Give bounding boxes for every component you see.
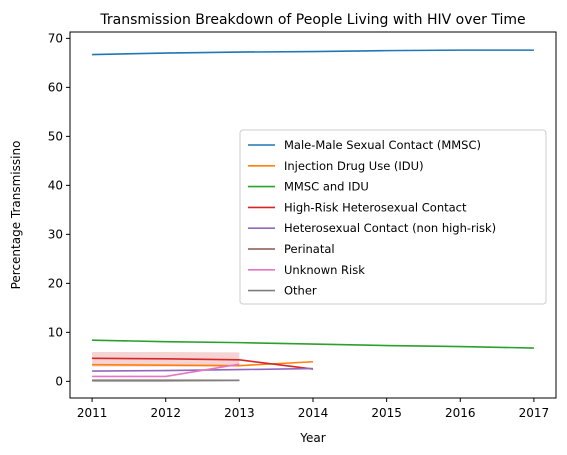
legend-label-other: Other bbox=[284, 284, 317, 298]
series-line-high-risk-heterosexual-contact bbox=[92, 357, 314, 370]
x-axis-ticks: 2011 2012 2013 2014 2015 2016 2017 bbox=[77, 398, 549, 420]
legend-label-mmsc-and-idu: MMSC and IDU bbox=[284, 180, 369, 194]
legend-label-perinatal: Perinatal bbox=[284, 242, 335, 256]
legend-box bbox=[239, 129, 547, 305]
x-tick-label: 2017 bbox=[519, 406, 550, 420]
legend: Male-Male Sexual Contact (MMSC) Injection… bbox=[239, 129, 547, 305]
chart-title: Transmission Breakdown of People Living … bbox=[99, 12, 525, 28]
legend-label-injection-drug-use-idu: Injection Drug Use (IDU) bbox=[284, 159, 424, 173]
y-tick-label: 50 bbox=[48, 129, 63, 143]
x-tick-label: 2012 bbox=[150, 406, 181, 420]
legend-label-unknown-risk: Unknown Risk bbox=[284, 263, 365, 277]
y-tick-label: 20 bbox=[48, 276, 63, 290]
series-lines bbox=[92, 49, 534, 382]
y-tick-label: 70 bbox=[48, 31, 63, 45]
legend-label-heterosexual-contact-non-high-risk: Heterosexual Contact (non high-risk) bbox=[284, 221, 496, 235]
series-line-male-male-sexual-contact-mmsc bbox=[92, 49, 534, 56]
y-axis-ticks: 0 10 20 30 40 50 60 70 bbox=[48, 31, 70, 388]
y-tick-label: 60 bbox=[48, 80, 63, 94]
y-tick-label: 40 bbox=[48, 178, 63, 192]
y-tick-label: 30 bbox=[48, 227, 63, 241]
series-line-unknown-risk bbox=[92, 363, 240, 378]
y-axis-label: Percentage Transmissino bbox=[9, 141, 23, 290]
legend-label-male-male-sexual-contact-mmsc: Male-Male Sexual Contact (MMSC) bbox=[284, 138, 481, 152]
y-tick-label: 10 bbox=[48, 325, 63, 339]
x-tick-label: 2016 bbox=[445, 406, 476, 420]
x-tick-label: 2014 bbox=[298, 406, 329, 420]
legend-label-high-risk-heterosexual-contact: High-Risk Heterosexual Contact bbox=[284, 200, 467, 214]
series-line-mmsc-and-idu bbox=[92, 339, 534, 349]
y-tick-label: 0 bbox=[55, 374, 63, 388]
x-tick-label: 2015 bbox=[371, 406, 402, 420]
x-axis-label: Year bbox=[299, 431, 325, 445]
x-tick-label: 2013 bbox=[224, 406, 255, 420]
x-tick-label: 2011 bbox=[77, 406, 108, 420]
